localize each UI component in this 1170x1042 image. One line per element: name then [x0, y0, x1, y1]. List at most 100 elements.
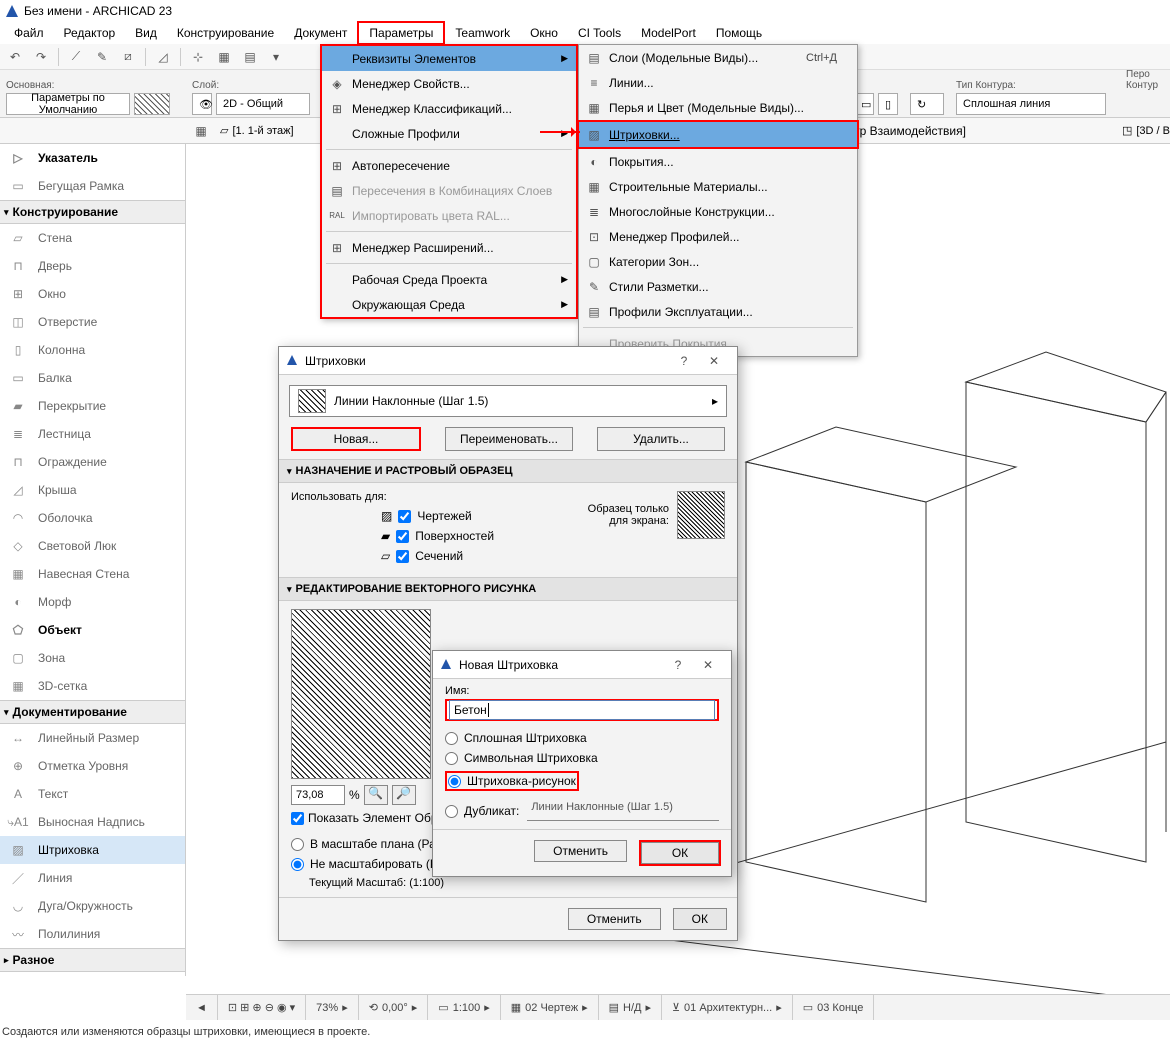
- tool-mesh[interactable]: ▦3D-сетка: [0, 672, 185, 700]
- mi-materials[interactable]: ▦Строительные Материалы...: [579, 174, 857, 199]
- mi-environment[interactable]: Окружающая Среда▶: [322, 292, 576, 317]
- menu-window[interactable]: Окно: [520, 23, 568, 43]
- tool-object[interactable]: ⬠Объект: [0, 616, 185, 644]
- eyedrop-icon[interactable]: ✎: [91, 47, 113, 67]
- menu-file[interactable]: Файл: [4, 23, 54, 43]
- tab-floor1[interactable]: ▱ [1. 1-й этаж]: [220, 124, 294, 137]
- sb-conc[interactable]: ▭ 03 Конце: [793, 995, 875, 1020]
- tool-beam[interactable]: ▭Балка: [0, 364, 185, 392]
- section-document[interactable]: Документирование: [0, 700, 185, 724]
- tool-stair[interactable]: ≣Лестница: [0, 420, 185, 448]
- menu-teamwork[interactable]: Teamwork: [445, 23, 520, 43]
- layer-select[interactable]: 2D - Общий: [216, 93, 310, 115]
- tab-interact[interactable]: нтр Взаимодействия]: [848, 124, 966, 138]
- mi-zone-cat[interactable]: ▢Категории Зон...: [579, 249, 857, 274]
- sample-swatch[interactable]: [677, 491, 725, 539]
- close-icon[interactable]: ✕: [693, 658, 723, 672]
- tool-curtain[interactable]: ▦Навесная Стена: [0, 560, 185, 588]
- radio-symbol[interactable]: Символьная Штриховка: [445, 751, 719, 765]
- radio-duplicate[interactable]: Дубликат:: [445, 804, 519, 818]
- duplicate-select[interactable]: Линии Наклонные (Шаг 1.5): [527, 801, 719, 821]
- snap-icon[interactable]: ◿: [152, 47, 174, 67]
- tool-level[interactable]: ⊕Отметка Уровня: [0, 752, 185, 780]
- mi-prop-manager[interactable]: ◈Менеджер Свойств...: [322, 71, 576, 96]
- mi-markup[interactable]: ✎Стили Разметки...: [579, 274, 857, 299]
- mi-class-manager[interactable]: ⊞Менеджер Классификаций...: [322, 96, 576, 121]
- tool-label[interactable]: ⤷A1Выносная Надпись: [0, 808, 185, 836]
- menu-document[interactable]: Документ: [284, 23, 357, 43]
- hatch-icon[interactable]: [134, 93, 170, 115]
- mi-profile-mgr[interactable]: ⊡Менеджер Профилей...: [579, 224, 857, 249]
- mi-op-profiles[interactable]: ▤Профили Эксплуатации...: [579, 299, 857, 324]
- sb-fit[interactable]: ⊡ ⊞ ⊕ ⊖ ◉ ▾: [218, 995, 306, 1020]
- tool-line[interactable]: ／Линия: [0, 864, 185, 892]
- mi-surfaces[interactable]: ◐Покрытия...: [579, 149, 857, 174]
- mi-addons[interactable]: ⊞Менеджер Расширений...: [322, 235, 576, 260]
- guide-icon[interactable]: ⊹: [187, 47, 209, 67]
- tool-arc[interactable]: ◡Дуга/Окружность: [0, 892, 185, 920]
- default-params-button[interactable]: Параметры по Умолчанию: [6, 93, 130, 115]
- tool-shell[interactable]: ◠Оболочка: [0, 504, 185, 532]
- check-surfaces[interactable]: ▰Поверхностей: [291, 529, 494, 543]
- mi-element-attrs[interactable]: Реквизиты Элементов▶: [322, 46, 576, 71]
- mi-fills[interactable]: ▨Штриховки...: [579, 122, 857, 147]
- tool-skylight[interactable]: ◇Световой Люк: [0, 532, 185, 560]
- check-sections[interactable]: ▱Сечений: [291, 549, 494, 563]
- menu-design[interactable]: Конструирование: [167, 23, 284, 43]
- new-ok-button[interactable]: ОК: [641, 842, 719, 864]
- redo-icon[interactable]: ↷: [30, 47, 52, 67]
- menu-options[interactable]: Параметры: [357, 21, 445, 45]
- fills-ok-button[interactable]: ОК: [673, 908, 727, 930]
- tool-dimension[interactable]: ↔Линейный Размер: [0, 724, 185, 752]
- help-button[interactable]: ?: [669, 354, 699, 368]
- mi-lines[interactable]: ≡Линии...: [579, 70, 857, 95]
- slot2-icon[interactable]: ▯: [878, 93, 898, 115]
- rename-fill-button[interactable]: Переименовать...: [445, 427, 573, 451]
- tool-pointer[interactable]: ▷Указатель: [0, 144, 185, 172]
- zoom-in-icon[interactable]: 🔍: [364, 785, 388, 805]
- visibility-icon[interactable]: 👁: [192, 93, 212, 115]
- sb-layer[interactable]: ▦ 02 Чертеж ▸: [501, 995, 599, 1020]
- sb-arch[interactable]: ⊻ 01 Архитектурн... ▸: [662, 995, 793, 1020]
- zoom-out-icon[interactable]: 🔎: [392, 785, 416, 805]
- new-fill-button[interactable]: Новая...: [291, 427, 421, 451]
- tabs-grid-icon[interactable]: ▦: [190, 121, 212, 141]
- scale-input[interactable]: [291, 785, 345, 805]
- grid-icon[interactable]: ▦: [213, 47, 235, 67]
- tool-wall[interactable]: ▱Стена: [0, 224, 185, 252]
- sb-hd[interactable]: ▤ Н/Д ▸: [599, 995, 662, 1020]
- section-usage[interactable]: НАЗНАЧЕНИЕ И РАСТРОВЫЙ ОБРАЗЕЦ: [279, 459, 737, 483]
- section-misc[interactable]: Разное: [0, 948, 185, 972]
- tool-opening[interactable]: ◫Отверстие: [0, 308, 185, 336]
- menu-view[interactable]: Вид: [125, 23, 167, 43]
- radio-image[interactable]: Штриховка-рисунок: [448, 774, 576, 788]
- tool-railing[interactable]: ⊓Ограждение: [0, 448, 185, 476]
- tool-window[interactable]: ⊞Окно: [0, 280, 185, 308]
- section-edit[interactable]: РЕДАКТИРОВАНИЕ ВЕКТОРНОГО РИСУНКА: [279, 577, 737, 601]
- mi-layers[interactable]: ▤Слои (Модельные Виды)...Ctrl+Д: [579, 45, 857, 70]
- tool-morph[interactable]: ◐Морф: [0, 588, 185, 616]
- check-drawings[interactable]: ▨Чертежей: [291, 509, 494, 523]
- sb-angle[interactable]: ⟲ 0,00° ▸: [359, 995, 429, 1020]
- delete-fill-button[interactable]: Удалить...: [597, 427, 725, 451]
- tool-door[interactable]: ⊓Дверь: [0, 252, 185, 280]
- line-type-select[interactable]: Сплошная линия: [956, 93, 1106, 115]
- mi-composites[interactable]: ≣Многослойные Конструкции...: [579, 199, 857, 224]
- menu-modelport[interactable]: ModelPort: [631, 23, 706, 43]
- tool-roof[interactable]: ◿Крыша: [0, 476, 185, 504]
- show-sample-checkbox[interactable]: [291, 812, 304, 825]
- sb-zoom[interactable]: 73% ▸: [306, 995, 359, 1020]
- section-construct[interactable]: Конструирование: [0, 200, 185, 224]
- tool-polyline[interactable]: 〰Полилиния: [0, 920, 185, 948]
- ruler-icon[interactable]: ⧄: [117, 47, 139, 67]
- radio-solid[interactable]: Сплошная Штриховка: [445, 731, 719, 745]
- menu-editor[interactable]: Редактор: [54, 23, 126, 43]
- fill-method-icon[interactable]: ↻: [910, 93, 944, 115]
- tool-column[interactable]: ▯Колонна: [0, 336, 185, 364]
- menu-citools[interactable]: CI Tools: [568, 23, 631, 43]
- menu-help[interactable]: Помощь: [706, 23, 772, 43]
- tool-slab[interactable]: ▰Перекрытие: [0, 392, 185, 420]
- undo-icon[interactable]: ↶: [4, 47, 26, 67]
- sb-nav[interactable]: ◄: [186, 995, 218, 1020]
- layers-icon[interactable]: ▤: [239, 47, 261, 67]
